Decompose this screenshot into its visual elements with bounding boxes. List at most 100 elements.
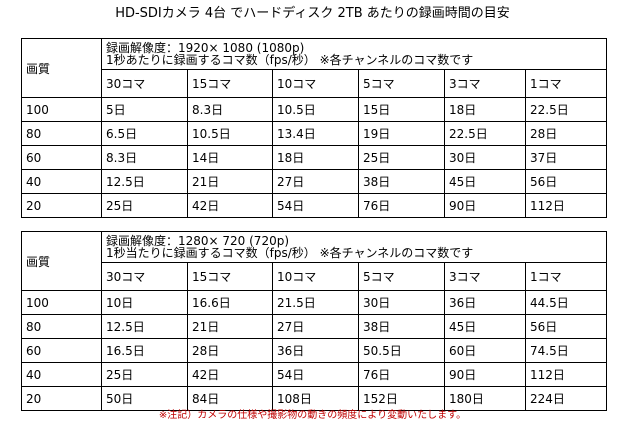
fps-header-row: 30コマ 15コマ 10コマ 5コマ 3コマ 1コマ [22,69,608,98]
table-cell: 16.5日 [101,338,188,363]
table-cell: 14日 [187,145,273,170]
table-row: 60 8.3日 14日 18日 25日 30日 37日 [21,145,608,170]
column-header: 30コマ [101,69,188,98]
table-cell: 50日 [101,386,188,411]
table-cell: 28日 [524,121,608,146]
table-row: 20 50日 84日 108日 152日 180日 224日 [21,386,608,411]
table-cell: 16.6日 [187,290,273,315]
table-cell: 56日 [524,169,608,194]
table-cell: 12.5日 [101,169,188,194]
table-cell: 36日 [272,338,359,363]
quality-value: 80 [21,314,102,339]
table-cell: 18日 [444,97,526,122]
quality-value: 100 [21,97,102,122]
info-row: 画質 録画解像度：1280× 720 (720p) 1秒当たりに録画するコマ数（… [21,231,608,291]
table-cell: 25日 [101,193,188,218]
table-cell: 44.5日 [524,290,608,315]
column-header: 15コマ [187,262,273,291]
table-cell: 27日 [272,314,359,339]
table-cell: 42日 [187,362,273,387]
quality-header: 画質 [21,231,102,291]
table-cell: 45日 [444,169,526,194]
column-header: 5コマ [358,69,445,98]
footnote: ※注記）カメラの仕様や撮影物の動きの頻度により変動いたします。 [158,410,467,421]
column-header: 3コマ [444,262,526,291]
quality-value: 40 [21,169,102,194]
table-cell: 90日 [444,193,526,218]
quality-value: 60 [21,338,102,363]
table-cell: 45日 [444,314,526,339]
table-cell: 22.5日 [444,121,526,146]
table-row: 40 12.5日 21日 27日 38日 45日 56日 [21,169,608,194]
table-cell: 30日 [444,145,526,170]
table-cell: 38日 [358,314,445,339]
quality-value: 20 [21,386,102,411]
quality-value: 100 [21,290,102,315]
table-row: 80 12.5日 21日 27日 38日 45日 56日 [21,314,608,339]
column-header: 10コマ [272,262,359,291]
quality-value: 20 [21,193,102,218]
table-cell: 6.5日 [101,121,188,146]
table-cell: 152日 [358,386,445,411]
table-cell: 21日 [187,169,273,194]
table-cell: 224日 [524,386,608,411]
table-cell: 60日 [444,338,526,363]
quality-header: 画質 [21,38,102,98]
table-cell: 27日 [272,169,359,194]
table-cell: 25日 [101,362,188,387]
column-header: 1コマ [524,262,608,291]
table-cell: 10日 [101,290,188,315]
table-cell: 13.4日 [272,121,359,146]
table-cell: 112日 [524,193,608,218]
settings-info-cell: 録画解像度：1920× 1080 (1080p) 1秒あたりに録画するコマ数（f… [100,38,608,70]
table-row: 60 16.5日 28日 36日 50.5日 60日 74.5日 [21,338,608,363]
resolution-label: 録画解像度：1280× 720 (720p) [106,234,290,248]
table-row: 100 10日 16.6日 21.5日 30日 36日 44.5日 [21,290,608,315]
table-cell: 10.5日 [272,97,359,122]
fps-header-row: 30コマ 15コマ 10コマ 5コマ 3コマ 1コマ [22,262,608,291]
table-cell: 10.5日 [187,121,273,146]
table-cell: 15日 [358,97,445,122]
quality-value: 40 [21,362,102,387]
page-title: HD-SDIカメラ 4台 でハードディスク 2TB あたりの録画時間の目安 [115,6,510,21]
table-cell: 18日 [272,145,359,170]
table-cell: 76日 [358,193,445,218]
table-cell: 54日 [272,362,359,387]
table-cell: 37日 [524,145,608,170]
fps-label: 1秒当たりに録画するコマ数（fps/秒） ※各チャンネルのコマ数です [106,246,474,260]
table-cell: 56日 [524,314,608,339]
table-cell: 8.3日 [187,97,273,122]
table-cell: 8.3日 [101,145,188,170]
table-cell: 36日 [444,290,526,315]
column-header: 10コマ [272,69,359,98]
table-cell: 19日 [358,121,445,146]
quality-value: 60 [21,145,102,170]
table-cell: 108日 [272,386,359,411]
table-cell: 42日 [187,193,273,218]
table-cell: 74.5日 [524,338,608,363]
table-cell: 38日 [358,169,445,194]
table-cell: 84日 [187,386,273,411]
table-row: 20 25日 42日 54日 76日 90日 112日 [21,193,608,218]
recording-time-table-1080p: 画質 録画解像度：1920× 1080 (1080p) 1秒あたりに録画するコマ… [21,38,608,218]
table-cell: 5日 [101,97,188,122]
table-row: 40 25日 42日 54日 76日 90日 112日 [21,362,608,387]
table-cell: 50.5日 [358,338,445,363]
table-cell: 76日 [358,362,445,387]
table-cell: 54日 [272,193,359,218]
column-header: 15コマ [187,69,273,98]
resolution-label: 録画解像度：1920× 1080 (1080p) [106,41,305,55]
table-cell: 12.5日 [101,314,188,339]
fps-label: 1秒あたりに録画するコマ数（fps/秒） ※各チャンネルのコマ数です [106,53,474,67]
table-cell: 25日 [358,145,445,170]
settings-info-cell: 録画解像度：1280× 720 (720p) 1秒当たりに録画するコマ数（fps… [100,231,608,263]
table-cell: 112日 [524,362,608,387]
quality-value: 80 [21,121,102,146]
recording-time-table-720p: 画質 録画解像度：1280× 720 (720p) 1秒当たりに録画するコマ数（… [21,231,608,411]
table-row: 80 6.5日 10.5日 13.4日 19日 22.5日 28日 [21,121,608,146]
table-row: 100 5日 8.3日 10.5日 15日 18日 22.5日 [21,97,608,122]
column-header: 30コマ [101,262,188,291]
info-row: 画質 録画解像度：1920× 1080 (1080p) 1秒あたりに録画するコマ… [21,38,608,98]
column-header: 3コマ [444,69,526,98]
table-cell: 22.5日 [524,97,608,122]
